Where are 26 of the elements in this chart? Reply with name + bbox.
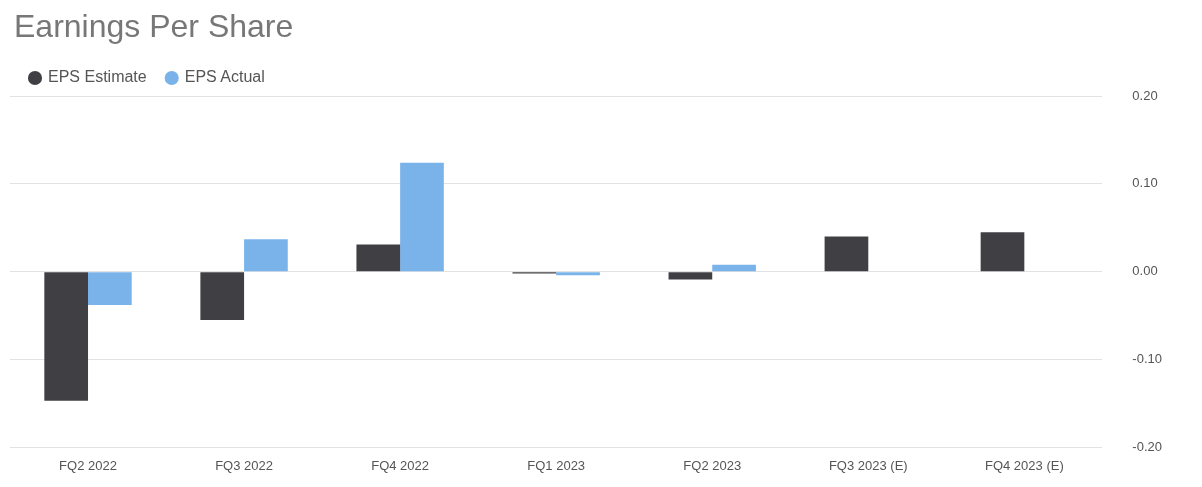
chart-title: Earnings Per Share	[14, 8, 294, 45]
bar	[824, 236, 869, 272]
y-tick-label: 0.00	[1132, 263, 1158, 279]
bar	[200, 272, 245, 321]
x-tick-label: FQ4 2023 (E)	[984, 457, 1064, 473]
legend-label: EPS Actual	[184, 68, 265, 86]
bar	[980, 232, 1025, 272]
bar	[244, 239, 288, 272]
x-tick-label: FQ3 2023 (E)	[828, 457, 908, 473]
bar	[44, 272, 89, 401]
x-tick-label: FQ1 2023	[527, 457, 586, 473]
y-tick-label: -0.20	[1132, 438, 1163, 454]
x-tick-label: FQ4 2022	[371, 457, 430, 473]
bar	[668, 272, 713, 280]
bar	[88, 272, 132, 306]
legend-label: EPS Estimate	[48, 68, 147, 86]
x-tick-label: FQ2 2022	[59, 457, 117, 473]
y-tick-label: 0.10	[1132, 175, 1158, 191]
bar	[356, 244, 401, 272]
x-tick-label: FQ2 2023	[683, 457, 742, 473]
bar	[712, 264, 756, 272]
bar	[400, 162, 444, 272]
y-tick-label: -0.10	[1132, 351, 1163, 367]
x-tick-label: FQ3 2022	[215, 457, 273, 473]
y-tick-label: 0.20	[1132, 87, 1158, 103]
bar	[556, 272, 600, 276]
